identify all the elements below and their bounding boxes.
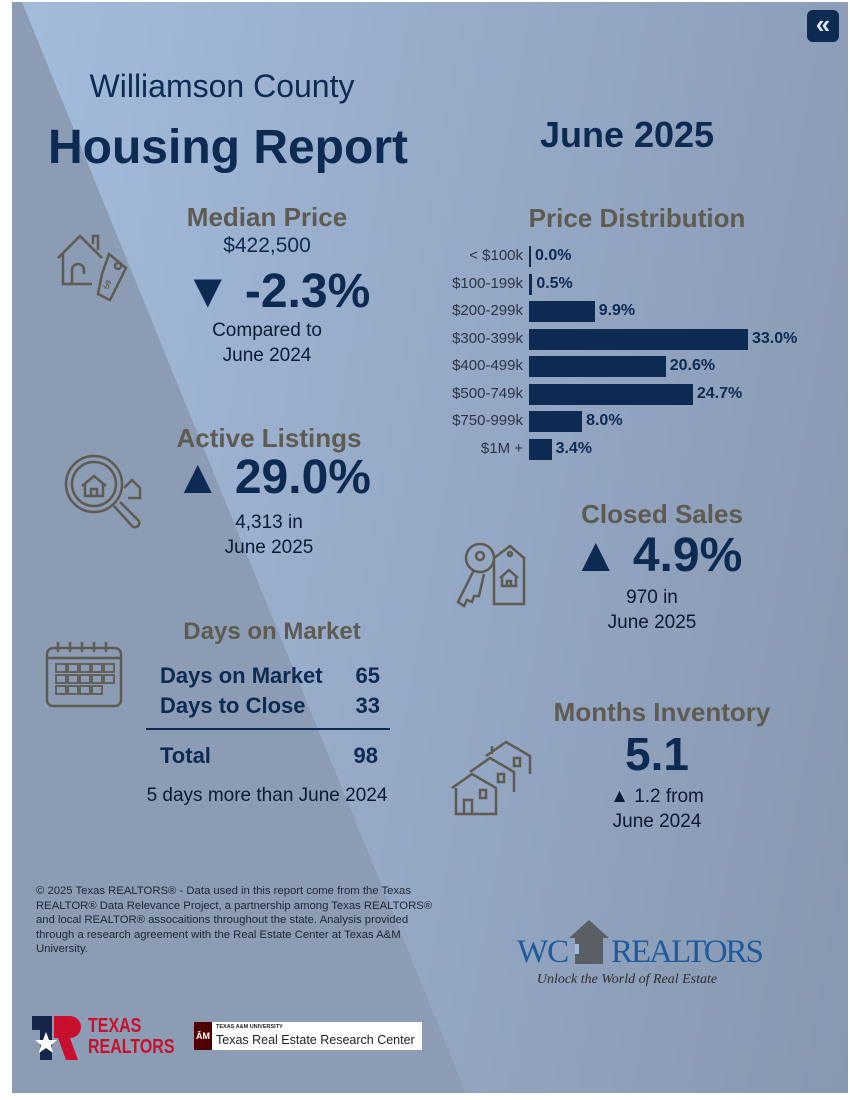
median-price-value: $422,500 [223,234,311,257]
bar [529,301,595,322]
bar-value-label: 9.9% [598,302,636,319]
months-inventory-heading: Months Inventory [553,697,771,727]
median-price-compare: Compared to June 2024 [212,320,322,366]
bar [529,328,748,350]
report-page: « Williamson County Housing Report June … [12,2,848,1093]
bar-category-label: $500-749k [452,384,523,402]
price-distribution-title: Price Distribution [528,203,746,233]
house-price-tag-icon: $ [57,234,128,302]
up-arrow-icon: ▲ [174,451,222,504]
bar [529,438,552,460]
bar-value-label: 3.4% [555,439,593,457]
total-divider [146,728,390,730]
bar-category-label: $200-299k [452,302,523,319]
days-row: Days to Close 33 [160,693,380,718]
bar-category-label: $750-999k [452,412,523,429]
closed-sales-heading: Closed Sales [581,499,743,529]
bar [529,273,533,295]
bar-category-label: $300-399k [452,329,523,347]
bar-category-label: $100-199k [452,274,523,292]
active-listings-heading: Active Listings [176,423,362,453]
tamu-logo: ĀM TEXAS A&M UNIVERSITY Texas Real Estat… [194,1022,422,1050]
page-title: Housing Report [48,121,408,174]
days-row: Days on Market 65 [160,663,380,688]
bar-value-label: 0.5% [536,274,573,292]
median-price-heading: Median Price [186,202,348,232]
magnifier-house-icon [64,454,142,529]
median-price-change: ▼ -2.3% [184,265,371,318]
wc-realtors-logo: WC REALTORS [517,920,764,970]
days-table: Days on Market 65 Days to Close 33 [160,661,380,721]
double-chevron-left-icon: « [815,9,831,39]
bar [529,411,583,432]
bar [529,246,531,267]
up-arrow-icon: ▲ [572,529,620,582]
collapse-button[interactable]: « [807,10,839,42]
months-inventory-detail: ▲ 1.2 from June 2024 [610,786,704,832]
calendar-icon [45,642,123,708]
bar-value-label: 24.7% [696,384,743,402]
bar-category-label: $400-499k [452,357,523,374]
days-total-row: Total 98 [160,743,378,768]
texas-realtors-logo: TEXAS REALTORS [32,1016,192,1062]
report-period: June 2025 [539,114,715,155]
bar [529,356,666,377]
bar-value-label: 33.0% [752,329,798,347]
key-house-tag-icon [456,542,526,608]
wc-tagline: Unlock the World of Real Estate [536,972,718,987]
disclaimer: © 2025 Texas REALTORS® - Data used in th… [36,885,433,955]
active-listings-detail: 4,313 in June 2025 [224,512,314,558]
months-inventory-value: 5.1 [625,728,689,780]
bar-category-label: $1M + [480,439,523,457]
days-on-market-heading: Days on Market [183,618,361,645]
bar-value-label: 8.0% [586,412,623,429]
bar-value-label: 20.6% [669,357,716,374]
days-note: 5 days more than June 2024 [146,785,388,806]
bar-category-label: < $100k [469,247,523,264]
county-name: Williamson County [89,68,355,104]
bar-value-label: 0.0% [535,247,572,264]
active-listings-change: ▲ 29.0% [174,451,371,504]
down-arrow-icon: ▼ [184,265,232,318]
closed-sales-change: ▲ 4.9% [572,529,743,582]
svg-text:$: $ [101,277,114,293]
houses-icon [451,740,532,816]
bar [529,383,693,405]
closed-sales-detail: 970 in June 2025 [607,587,697,633]
